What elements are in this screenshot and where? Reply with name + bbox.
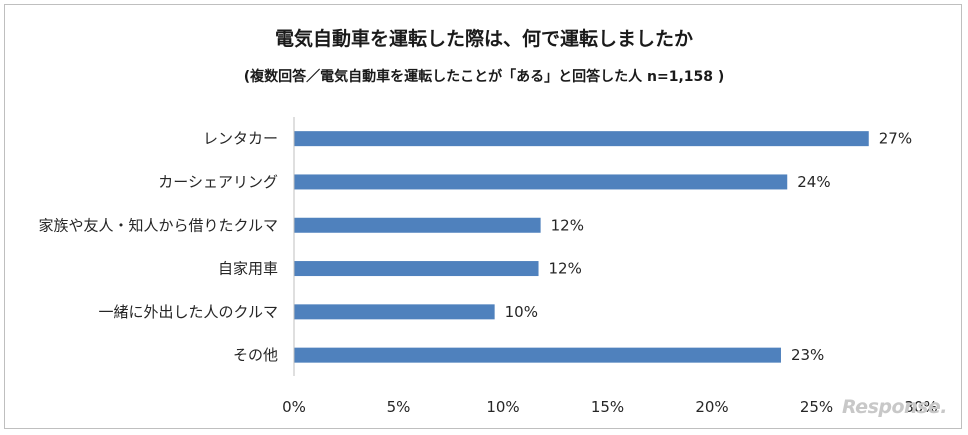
x-tick-label: 25% [800, 398, 833, 416]
x-tick-label: 10% [486, 398, 519, 416]
data-label: 23% [791, 346, 824, 364]
bar [294, 261, 539, 277]
data-label: 24% [797, 173, 830, 191]
data-label: 10% [505, 303, 538, 321]
chart-subtitle: (複数回答／電気自動車を運転したことが「ある」と回答した人 n=1,158 ) [243, 69, 725, 85]
data-label: 27% [879, 130, 912, 148]
data-label: 12% [549, 260, 582, 278]
category-label: 家族や友人・知人から借りたクルマ [38, 216, 278, 234]
bar [294, 304, 495, 320]
category-label: 自家用車 [218, 260, 278, 278]
data-label: 12% [551, 216, 584, 234]
bar [294, 217, 541, 233]
bar [294, 347, 781, 363]
category-label: 一緒に外出した人のクルマ [98, 303, 278, 321]
bar [294, 131, 869, 147]
bar [294, 174, 788, 190]
x-tick-label: 20% [695, 398, 728, 416]
category-label: レンタカー [203, 130, 278, 148]
x-tick-label: 5% [387, 398, 411, 416]
x-tick-label: 15% [591, 398, 624, 416]
category-label: その他 [233, 346, 278, 364]
category-label: カーシェアリング [158, 173, 278, 191]
response-logo: Response. [842, 396, 947, 418]
x-tick-label: 0% [282, 398, 306, 416]
chart-title: 電気自動車を運転した際は、何で運転しましたか [274, 28, 693, 50]
x-tick-label: 30% [904, 398, 937, 416]
